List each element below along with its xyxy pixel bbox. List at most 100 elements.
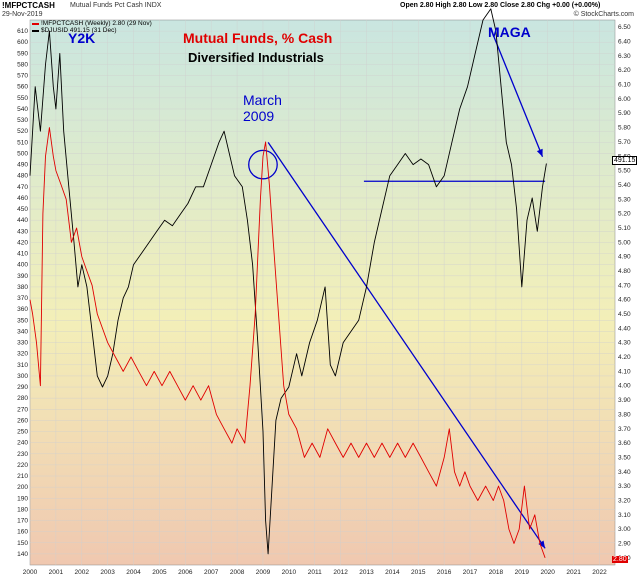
right-tick-label: 6.40 [618, 39, 631, 46]
x-tick-label: 2014 [385, 569, 400, 576]
left-tick-label: 260 [17, 417, 28, 424]
left-tick-label: 560 [17, 84, 28, 91]
symbol-label: !MFPCTCASH [2, 1, 55, 10]
left-tick-label: 450 [17, 206, 28, 213]
right-tick-label: 4.70 [618, 282, 631, 289]
left-tick-label: 550 [17, 95, 28, 102]
right-tick-label: 6.50 [618, 24, 631, 31]
right-tick-label: 5.00 [618, 239, 631, 246]
x-tick-label: 2000 [23, 569, 38, 576]
right-tick-label: 3.10 [618, 512, 631, 519]
right-axis: 2.802.903.003.103.203.303.403.503.603.70… [618, 24, 631, 562]
trend-arrow-line [490, 28, 544, 158]
right-tick-label: 4.40 [618, 325, 631, 332]
x-tick-label: 2003 [100, 569, 115, 576]
left-tick-label: 140 [17, 551, 28, 558]
x-tick-label: 2009 [256, 569, 271, 576]
x-tick-label: 2013 [359, 569, 374, 576]
annotation-maga: MAGA [488, 24, 531, 40]
trend-arrow-head [536, 148, 543, 157]
x-tick-label: 2008 [230, 569, 245, 576]
right-tick-label: 3.50 [618, 454, 631, 461]
right-tick-label: 5.80 [618, 125, 631, 132]
right-tick-label: 3.30 [618, 483, 631, 490]
right-tick-label: 3.40 [618, 469, 631, 476]
right-tick-label: 5.30 [618, 196, 631, 203]
legend-item-cash: !MFPCTCASH (Weekly) 2.80 (29 Nov) [32, 20, 152, 27]
left-tick-label: 320 [17, 351, 28, 358]
subtitle-label: Mutual Funds Pct Cash INDX [70, 2, 162, 9]
x-tick-label: 2001 [49, 569, 64, 576]
plot-background [29, 19, 616, 566]
legend-swatch-cash [32, 22, 39, 25]
left-tick-label: 150 [17, 540, 28, 547]
left-tick-label: 330 [17, 340, 28, 347]
date-label: 29-Nov-2019 [2, 11, 43, 18]
right-tick-label: 4.30 [618, 340, 631, 347]
right-tick-label: 4.80 [618, 268, 631, 275]
left-tick-label: 230 [17, 451, 28, 458]
grid-lines [29, 20, 615, 565]
left-tick-label: 520 [17, 128, 28, 135]
right-tick-label: 5.70 [618, 139, 631, 146]
right-tick-label: 6.30 [618, 53, 631, 60]
legend-label-cash: !MFPCTCASH (Weekly) 2.80 (29 Nov) [41, 20, 152, 27]
left-tick-label: 420 [17, 239, 28, 246]
annotation-march: March [243, 92, 282, 108]
left-tick-label: 220 [17, 462, 28, 469]
right-tick-label: 6.20 [618, 67, 631, 74]
x-tick-label: 2012 [333, 569, 348, 576]
annotation-title-cash: Mutual Funds, % Cash [183, 30, 333, 46]
left-tick-label: 510 [17, 139, 28, 146]
x-tick-label: 2005 [152, 569, 167, 576]
right-tick-label: 6.00 [618, 96, 631, 103]
price-tag: 491.15 [612, 156, 638, 165]
right-tick-label: 6.10 [618, 82, 631, 89]
cash-tag: 2.80 [612, 556, 628, 563]
left-tick-label: 390 [17, 273, 28, 280]
series-line-djusid [29, 8, 547, 555]
right-tick-label: 2.90 [618, 540, 631, 547]
x-tick-label: 2010 [282, 569, 297, 576]
legend: !MFPCTCASH (Weekly) 2.80 (29 Nov) $DJUSI… [32, 20, 152, 34]
right-tick-label: 5.50 [618, 168, 631, 175]
left-tick-label: 340 [17, 328, 28, 335]
x-tick-label: 2004 [126, 569, 141, 576]
right-tick-label: 4.60 [618, 297, 631, 304]
chart-header: !MFPCTCASH Mutual Funds Pct Cash INDX 29… [0, 0, 640, 20]
left-tick-label: 610 [17, 28, 28, 35]
right-tick-label: 3.60 [618, 440, 631, 447]
x-tick-label: 2022 [592, 569, 607, 576]
right-tick-label: 5.40 [618, 182, 631, 189]
left-tick-label: 370 [17, 295, 28, 302]
x-tick-label: 2007 [204, 569, 219, 576]
annotation-title-industrials: Diversified Industrials [188, 50, 324, 65]
left-tick-label: 480 [17, 173, 28, 180]
x-tick-label: 2018 [489, 569, 504, 576]
left-tick-label: 240 [17, 440, 28, 447]
left-tick-label: 200 [17, 484, 28, 491]
ohlc-label: Open 2.80 High 2.80 Low 2.80 Close 2.80 … [400, 2, 601, 9]
right-tick-label: 3.80 [618, 411, 631, 418]
left-tick-label: 400 [17, 262, 28, 269]
x-tick-label: 2017 [463, 569, 478, 576]
left-tick-label: 160 [17, 529, 28, 536]
left-tick-label: 540 [17, 106, 28, 113]
left-tick-label: 170 [17, 518, 28, 525]
left-tick-label: 250 [17, 429, 28, 436]
left-tick-label: 530 [17, 117, 28, 124]
left-axis: 140 150 160 170 180 190 200 210 220 230 240 250 260 2… [17, 28, 28, 558]
brand-label: © StockCharts.com [573, 11, 634, 18]
legend-item-index: $DJUSID 491.15 (31 Dec) [32, 27, 152, 34]
annotation-y2k: Y2K [68, 30, 96, 46]
reference-lines [248, 28, 546, 549]
left-tick-label: 270 [17, 406, 28, 413]
right-tick-label: 4.90 [618, 254, 631, 261]
right-tick-label: 5.20 [618, 211, 631, 218]
x-tick-label: 2015 [411, 569, 426, 576]
x-tick-label: 2002 [75, 569, 90, 576]
series-lines [29, 8, 547, 558]
x-tick-label: 2016 [437, 569, 452, 576]
right-tick-label: 3.00 [618, 526, 631, 533]
